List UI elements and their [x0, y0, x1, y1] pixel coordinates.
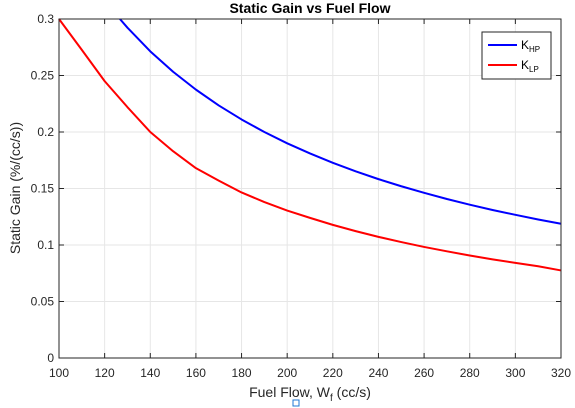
legend-label-lp: KLP [521, 58, 539, 74]
y-tick-label: 0.3 [37, 12, 54, 26]
y-axis-label: Static Gain (%/(cc/s)) [7, 122, 23, 254]
legend-label-hp: KHP [521, 38, 540, 54]
y-tick-label: 0.15 [31, 182, 55, 196]
y-tick-label: 0.05 [31, 295, 55, 309]
series-line-hp [119, 18, 562, 225]
x-tick-label: 260 [414, 366, 434, 380]
legend: KHP KLP [481, 31, 552, 80]
legend-label-lp-sub: LP [529, 65, 539, 74]
plot-frame [58, 18, 562, 359]
legend-label-hp-main: K [521, 38, 529, 52]
x-tick-label: 100 [49, 366, 69, 380]
series-group [58, 18, 562, 272]
x-tick-label: 200 [277, 366, 297, 380]
legend-box [481, 31, 552, 80]
x-axis-label-subscript: f [330, 393, 333, 404]
x-tick-label: 280 [460, 366, 480, 380]
y-tick-label: 0 [47, 351, 54, 365]
y-tick-label: 0.2 [37, 125, 54, 139]
legend-label-hp-sub: HP [529, 45, 540, 54]
series-line-lp [58, 18, 562, 272]
x-tick-label: 120 [95, 366, 115, 380]
y-axis-ticks: 0 0.05 0.1 0.15 0.2 0.25 0.3 [31, 12, 561, 365]
x-tick-label: 180 [232, 366, 252, 380]
x-axis-label: Fuel Flow, Wf (cc/s) [249, 384, 371, 404]
x-tick-label: 140 [140, 366, 160, 380]
x-axis-label-unit: (cc/s) [333, 384, 371, 400]
x-axis-label-main: Fuel Flow, W [249, 384, 331, 400]
legend-label-lp-main: K [521, 58, 529, 72]
x-tick-label: 240 [368, 366, 388, 380]
x-tick-label: 320 [551, 366, 571, 380]
x-tick-label: 220 [323, 366, 343, 380]
y-tick-label: 0.1 [37, 238, 54, 252]
selection-handle[interactable] [292, 399, 300, 407]
chart-title: Static Gain vs Fuel Flow [229, 0, 390, 16]
y-tick-label: 0.25 [31, 69, 55, 83]
x-tick-label: 160 [186, 366, 206, 380]
x-tick-label: 300 [505, 366, 525, 380]
